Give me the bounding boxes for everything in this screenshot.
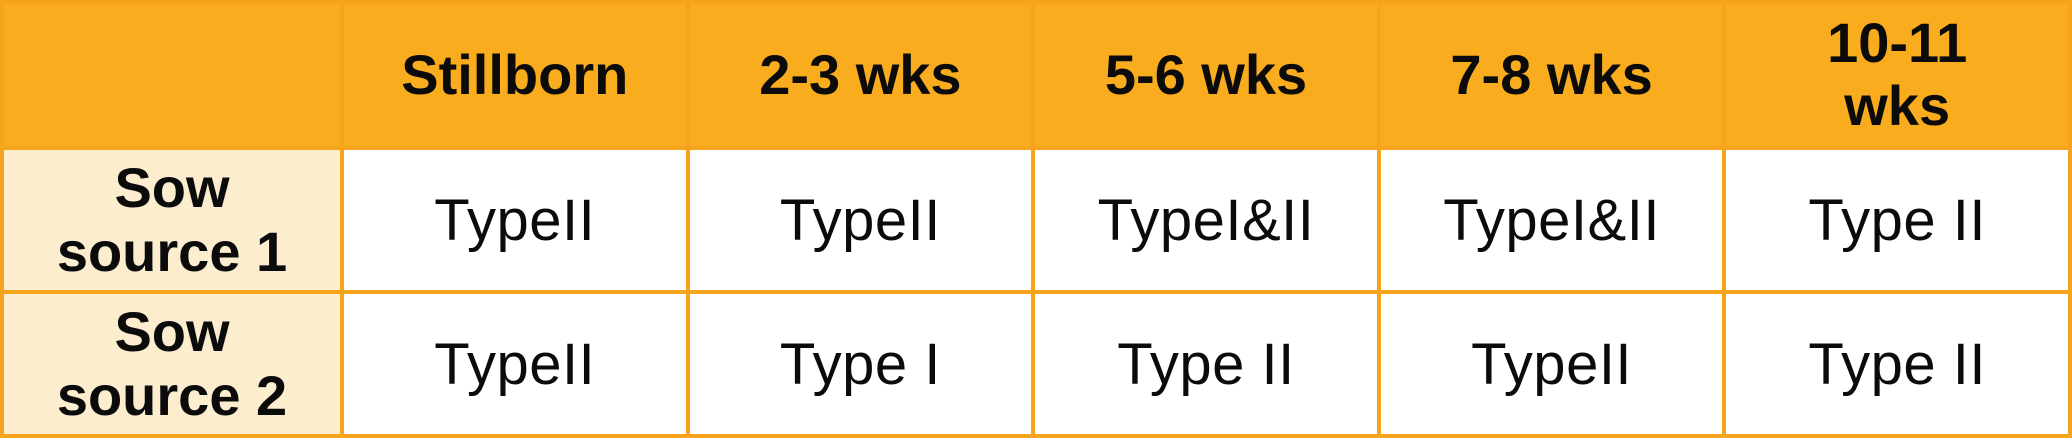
row-header-label: Sow source 2 — [56, 299, 288, 427]
row-header-sow-source-2: Sow source 2 — [0, 290, 344, 438]
table-cell: TypeI&II — [1031, 146, 1381, 294]
table-row-sow-source-2: Sow source 2 TypeII Type I Type II TypeI… — [0, 290, 2072, 438]
table-cell: TypeII — [340, 146, 690, 294]
table-cell: TypeII — [340, 290, 690, 438]
column-header-label: 10-11 wks — [1827, 11, 1968, 137]
row-header-label: Sow source 1 — [56, 155, 288, 283]
column-header-7-8-wks: 7-8 wks — [1376, 0, 1727, 150]
column-header-5-6-wks: 5-6 wks — [1031, 0, 1381, 150]
table-cell: Type II — [1031, 290, 1381, 438]
header-row: Stillborn 2-3 wks 5-6 wks 7-8 wks 10-11 … — [0, 0, 2072, 150]
row-header-sow-source-1: Sow source 1 — [0, 146, 344, 294]
table-cell: TypeI&II — [1376, 146, 1727, 294]
column-header-stillborn: Stillborn — [340, 0, 690, 150]
table-cell: Type II — [1722, 290, 2072, 438]
table-cell: TypeII — [685, 146, 1036, 294]
table-cell: Type II — [1722, 146, 2072, 294]
corner-cell — [0, 0, 344, 150]
column-header-10-11-wks: 10-11 wks — [1722, 0, 2072, 150]
table-cell: Type I — [685, 290, 1036, 438]
table-row-sow-source-1: Sow source 1 TypeII TypeII TypeI&II Type… — [0, 146, 2072, 294]
table-cell: TypeII — [1376, 290, 1727, 438]
column-header-2-3-wks: 2-3 wks — [685, 0, 1036, 150]
